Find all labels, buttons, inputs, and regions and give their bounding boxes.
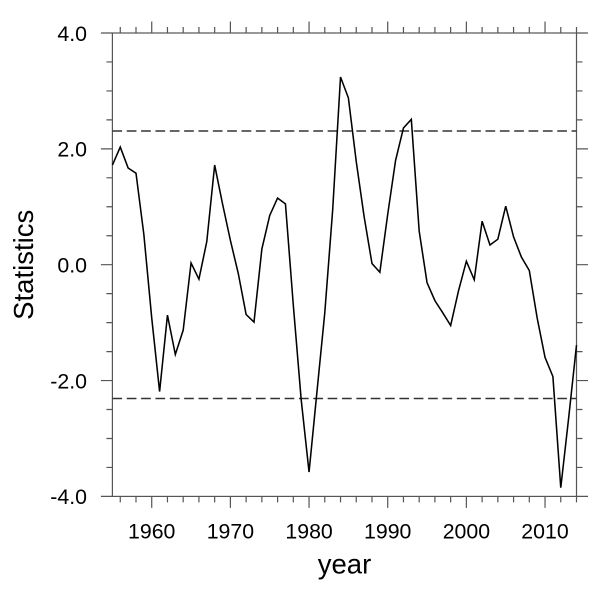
svg-text:Statistics: Statistics bbox=[8, 210, 39, 320]
svg-text:1970: 1970 bbox=[207, 519, 255, 543]
svg-text:1990: 1990 bbox=[364, 519, 412, 543]
svg-text:-4.0: -4.0 bbox=[50, 485, 87, 509]
svg-text:-2.0: -2.0 bbox=[50, 369, 87, 393]
svg-text:1960: 1960 bbox=[128, 519, 176, 543]
svg-text:4.0: 4.0 bbox=[57, 22, 87, 46]
svg-text:year: year bbox=[318, 549, 372, 580]
svg-text:2.0: 2.0 bbox=[57, 138, 87, 162]
svg-text:1980: 1980 bbox=[285, 519, 333, 543]
svg-text:2000: 2000 bbox=[443, 519, 491, 543]
svg-text:2010: 2010 bbox=[521, 519, 569, 543]
svg-text:0.0: 0.0 bbox=[57, 254, 87, 278]
